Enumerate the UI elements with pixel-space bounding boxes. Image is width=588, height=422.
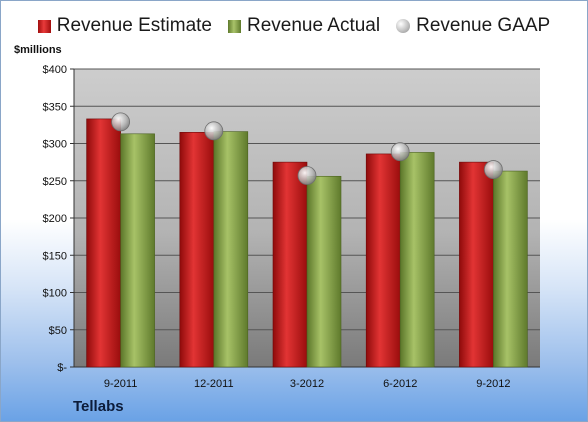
bar-revenue-estimate <box>179 132 215 368</box>
bar-revenue-estimate <box>459 161 494 368</box>
y-tick-label: $300 <box>43 139 67 151</box>
y-tick-label: $400 <box>43 64 67 76</box>
legend-swatch-gaap <box>396 19 411 33</box>
legend-item-estimate: Revenue Estimate <box>37 15 212 37</box>
chart-legend: Revenue Estimate Revenue Actual Revenue … <box>1 15 587 37</box>
marker-revenue-gaap <box>297 166 317 185</box>
legend-label-gaap: Revenue GAAP <box>416 15 551 36</box>
y-tick-label: $250 <box>43 176 67 188</box>
y-tick-label: $200 <box>43 213 67 225</box>
y-tick-label: $50 <box>49 325 67 337</box>
bar-revenue-actual <box>213 131 249 368</box>
bar-revenue-estimate <box>365 153 401 368</box>
marker-revenue-gaap <box>204 121 224 141</box>
bar-revenue-actual <box>306 175 342 368</box>
legend-label-actual: Revenue Actual <box>247 15 381 36</box>
y-tick-label: $- <box>57 362 67 374</box>
company-name: Tellabs <box>73 398 124 415</box>
y-tick-label: $350 <box>43 101 67 113</box>
y-tick-label: $100 <box>43 288 67 300</box>
legend-item-actual: Revenue Actual <box>228 15 380 37</box>
marker-revenue-gaap <box>390 142 410 162</box>
bar-revenue-estimate <box>86 118 121 368</box>
bar-revenue-actual <box>399 152 435 368</box>
y-tick-label: $150 <box>43 250 67 262</box>
x-tick-label: 3-2012 <box>290 378 324 390</box>
x-tick-label: 9-2012 <box>476 378 510 390</box>
bar-revenue-actual <box>120 133 155 368</box>
legend-swatch-estimate <box>37 19 51 33</box>
legend-label-estimate: Revenue Estimate <box>56 15 212 36</box>
y-axis-unit-label: $millions <box>14 44 62 56</box>
bar-revenue-estimate <box>272 161 308 368</box>
legend-swatch-actual <box>228 19 241 33</box>
x-tick-label: 6-2012 <box>383 378 417 390</box>
legend-item-gaap: Revenue GAAP <box>396 15 550 37</box>
marker-revenue-gaap <box>483 160 503 179</box>
x-tick-label: 9-2011 <box>104 378 137 390</box>
bar-revenue-actual <box>493 170 528 368</box>
marker-revenue-gaap <box>111 112 130 132</box>
x-tick-label: 12-2011 <box>194 378 234 390</box>
